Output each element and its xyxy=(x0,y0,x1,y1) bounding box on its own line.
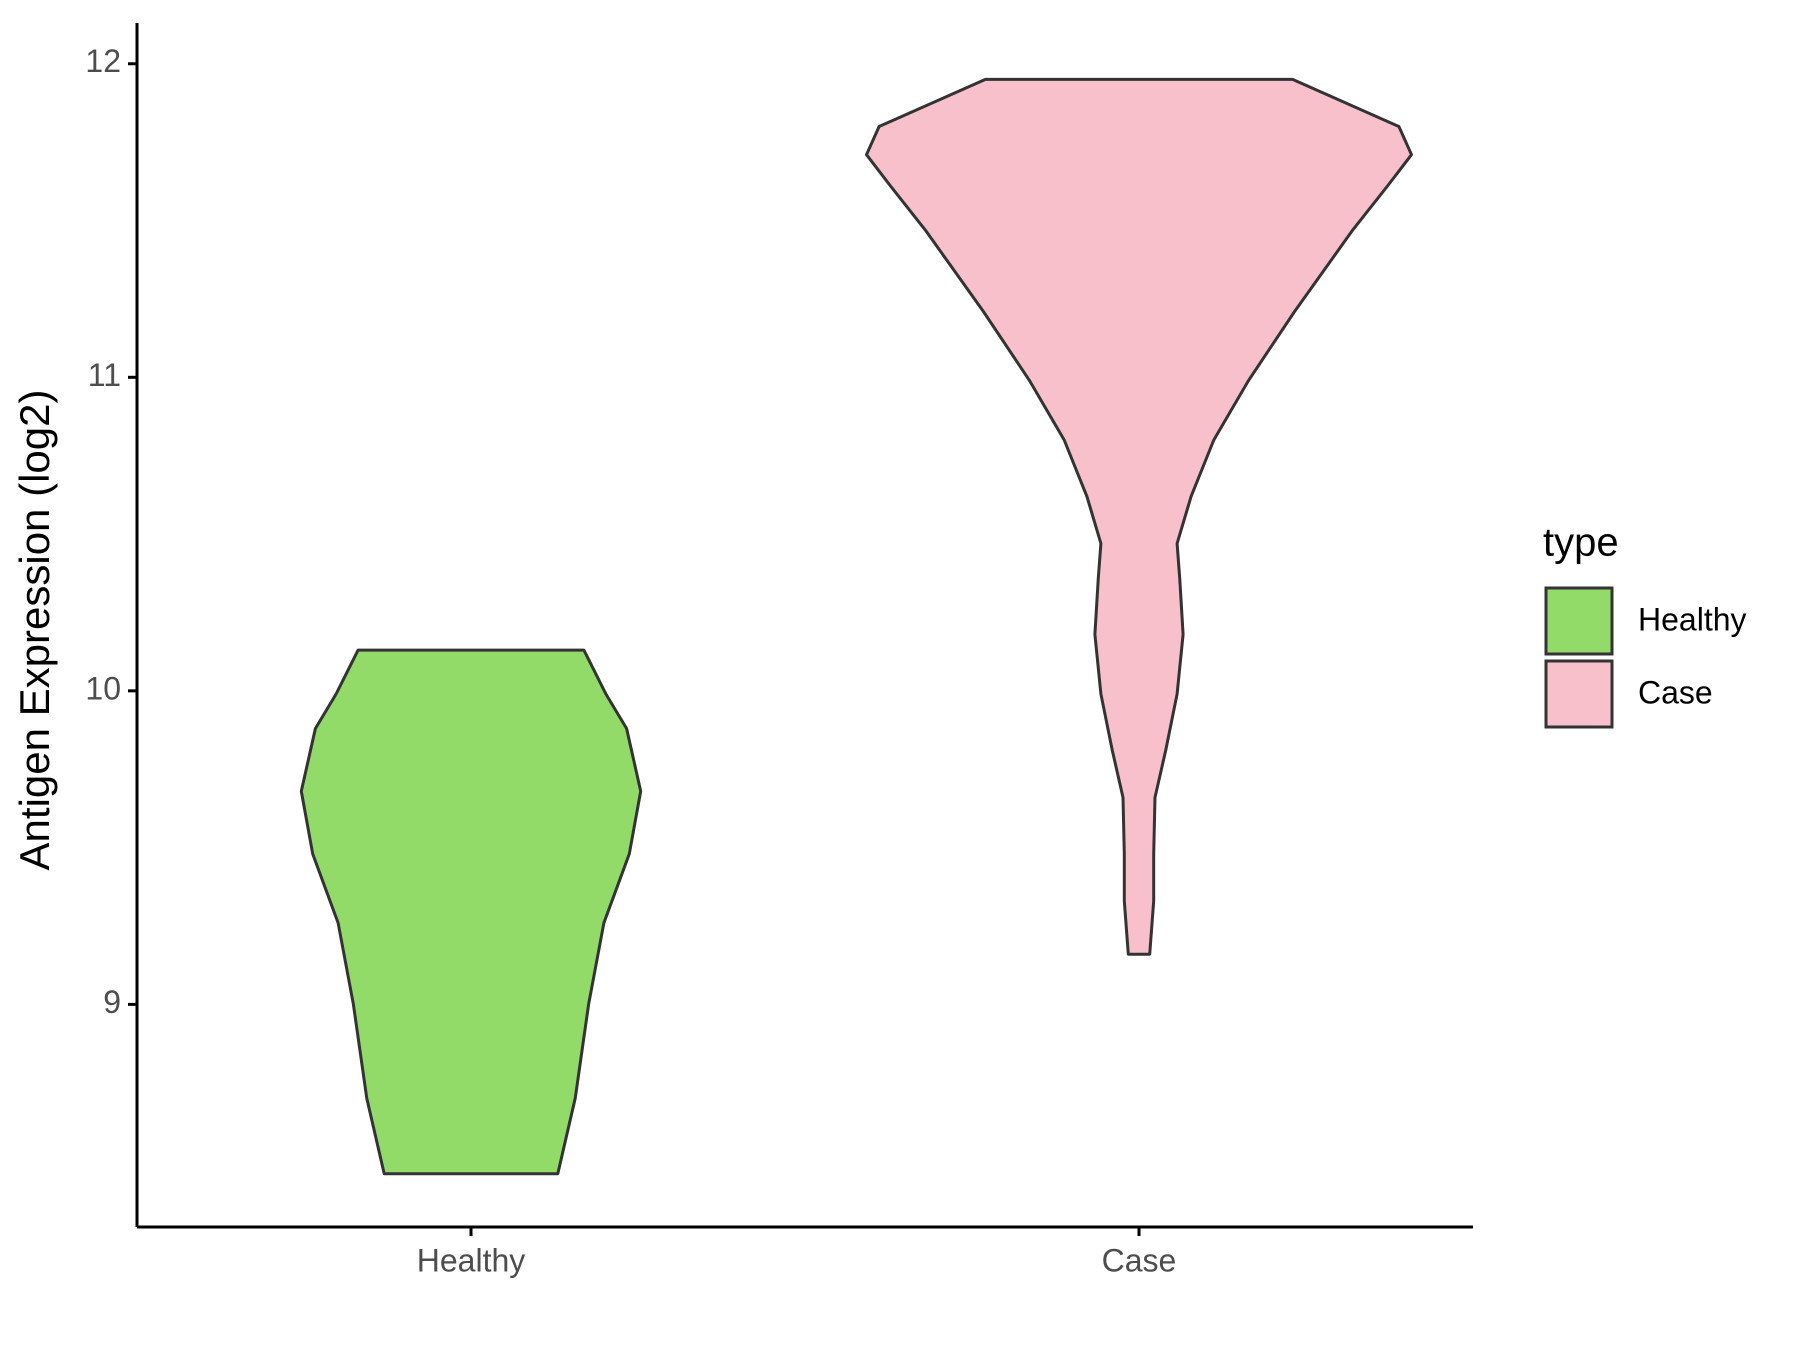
legend-key xyxy=(1544,586,1614,656)
legend-title: type xyxy=(1543,521,1619,565)
y-tick-label: 11 xyxy=(88,357,121,393)
legend-label: Case xyxy=(1638,674,1713,710)
legend-key xyxy=(1544,659,1614,729)
y-axis-title: Antigen Expression (log2) xyxy=(11,390,58,871)
x-tick-label: Healthy xyxy=(417,1242,526,1278)
violin xyxy=(865,77,1413,956)
y-tick-label: 12 xyxy=(85,43,121,79)
x-tick-label: Case xyxy=(1102,1242,1177,1278)
legend-label: Healthy xyxy=(1638,601,1747,637)
y-tick-label: 9 xyxy=(103,984,121,1020)
violin xyxy=(299,648,643,1176)
y-tick-label: 10 xyxy=(85,670,121,706)
